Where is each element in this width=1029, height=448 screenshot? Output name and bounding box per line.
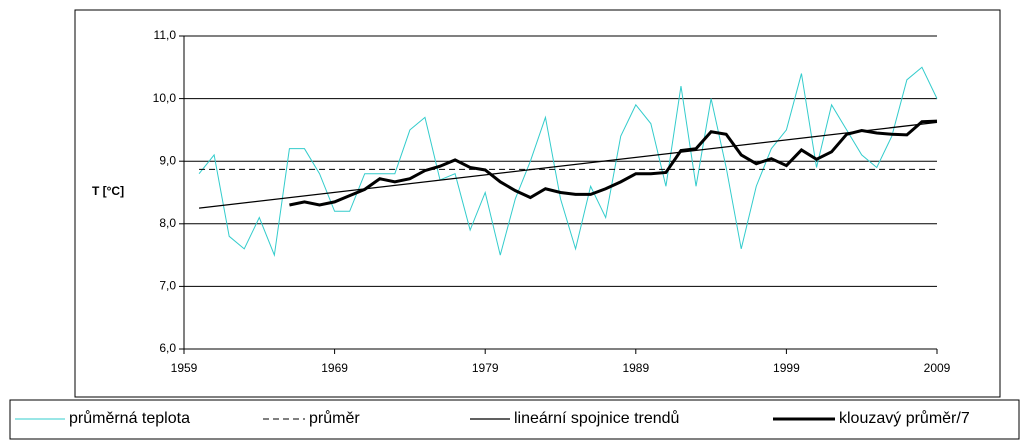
y-tick-label: 7,0 <box>159 279 176 293</box>
x-tick-label: 1959 <box>171 361 198 375</box>
series-line <box>198 66 938 258</box>
series-line <box>289 119 938 207</box>
y-tick-label: 9,0 <box>159 153 176 167</box>
y-tick-label: 11,0 <box>154 28 177 42</box>
x-tick-label: 1999 <box>773 361 800 375</box>
legend-label: průměr <box>309 409 360 427</box>
x-tick-label: 1979 <box>472 361 499 375</box>
x-tick-label: 1989 <box>622 361 649 375</box>
series-line <box>198 121 938 209</box>
y-axis-label: T [°C] <box>92 184 124 198</box>
x-tick-label: 1969 <box>321 361 348 375</box>
y-tick-label: 6,0 <box>159 341 176 355</box>
legend-label: lineární spojnice trendů <box>514 409 679 427</box>
chart-border <box>74 9 1001 398</box>
legend-box <box>9 399 1020 440</box>
y-tick-label: 8,0 <box>159 216 176 230</box>
x-tick-label: 2009 <box>924 361 951 375</box>
y-tick-label: 10,0 <box>153 91 177 105</box>
legend-label: průměrná teplota <box>69 409 190 427</box>
legend-label: klouzavý průměr/7 <box>839 409 970 427</box>
